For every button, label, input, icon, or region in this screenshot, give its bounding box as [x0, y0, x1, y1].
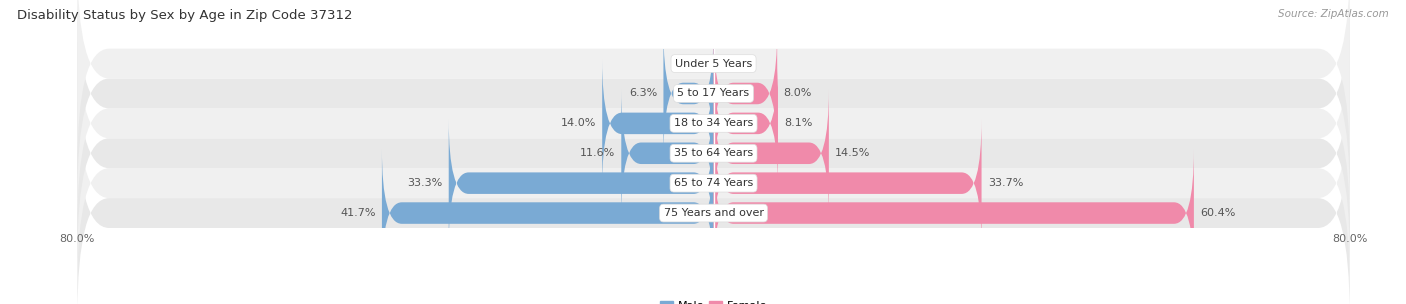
- Text: Disability Status by Sex by Age in Zip Code 37312: Disability Status by Sex by Age in Zip C…: [17, 9, 353, 22]
- FancyBboxPatch shape: [714, 119, 981, 247]
- Text: 60.4%: 60.4%: [1201, 208, 1236, 218]
- FancyBboxPatch shape: [77, 49, 1350, 258]
- Text: 33.7%: 33.7%: [988, 178, 1024, 188]
- FancyBboxPatch shape: [77, 109, 1350, 304]
- Legend: Male, Female: Male, Female: [655, 296, 772, 304]
- Text: Under 5 Years: Under 5 Years: [675, 59, 752, 69]
- Text: 8.1%: 8.1%: [785, 118, 813, 128]
- Text: 8.0%: 8.0%: [783, 88, 811, 98]
- Text: Source: ZipAtlas.com: Source: ZipAtlas.com: [1278, 9, 1389, 19]
- Text: 11.6%: 11.6%: [579, 148, 614, 158]
- FancyBboxPatch shape: [664, 29, 714, 157]
- FancyBboxPatch shape: [714, 89, 830, 217]
- Text: 5 to 17 Years: 5 to 17 Years: [678, 88, 749, 98]
- FancyBboxPatch shape: [714, 59, 778, 187]
- Text: 6.3%: 6.3%: [628, 88, 657, 98]
- FancyBboxPatch shape: [621, 89, 714, 217]
- FancyBboxPatch shape: [77, 0, 1350, 198]
- Text: 0.0%: 0.0%: [679, 59, 707, 69]
- FancyBboxPatch shape: [77, 0, 1350, 168]
- Text: 18 to 34 Years: 18 to 34 Years: [673, 118, 754, 128]
- Text: 14.5%: 14.5%: [835, 148, 870, 158]
- FancyBboxPatch shape: [602, 59, 714, 187]
- Text: 41.7%: 41.7%: [340, 208, 375, 218]
- Text: 75 Years and over: 75 Years and over: [664, 208, 763, 218]
- Text: 14.0%: 14.0%: [561, 118, 596, 128]
- FancyBboxPatch shape: [382, 149, 714, 277]
- FancyBboxPatch shape: [714, 149, 1194, 277]
- Text: 0.0%: 0.0%: [720, 59, 748, 69]
- FancyBboxPatch shape: [77, 78, 1350, 288]
- FancyBboxPatch shape: [449, 119, 714, 247]
- Text: 65 to 74 Years: 65 to 74 Years: [673, 178, 754, 188]
- FancyBboxPatch shape: [714, 29, 778, 157]
- Text: 35 to 64 Years: 35 to 64 Years: [673, 148, 754, 158]
- FancyBboxPatch shape: [77, 19, 1350, 228]
- Text: 33.3%: 33.3%: [408, 178, 443, 188]
